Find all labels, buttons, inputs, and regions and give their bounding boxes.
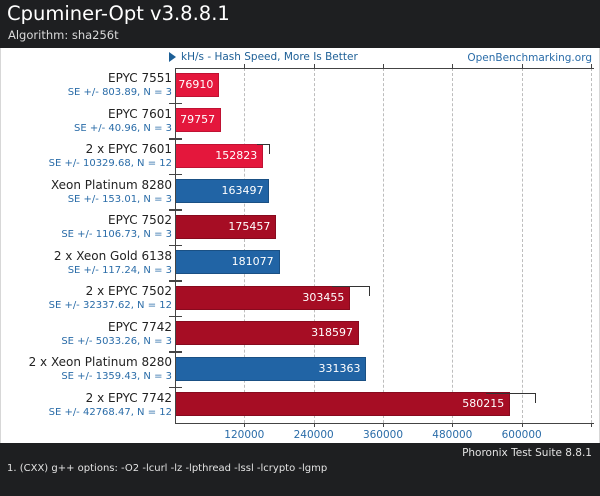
bar-value: 76910 bbox=[178, 77, 214, 91]
compiler-options-note: 1. (CXX) g++ options: -O2 -lcurl -lz -lp… bbox=[7, 463, 328, 474]
se-label: SE +/- 40.96, N = 3 bbox=[74, 122, 172, 134]
cpu-label: EPYC 7601 bbox=[108, 106, 172, 121]
axis-tick-top bbox=[452, 64, 454, 68]
gridline bbox=[244, 68, 246, 423]
axis-tick-bottom bbox=[590, 423, 592, 427]
x-axis-bottom bbox=[175, 423, 594, 424]
axis-tick-top bbox=[244, 64, 246, 68]
cpu-label: 2 x EPYC 7601 bbox=[85, 142, 172, 156]
axis-tick-top bbox=[590, 64, 592, 68]
bar-value: 303455 bbox=[302, 290, 345, 304]
result-bar: 318597 bbox=[175, 321, 360, 345]
gridline bbox=[452, 68, 454, 423]
benchmark-title: Cpuminer-Opt v3.8.8.1 bbox=[7, 2, 230, 25]
result-bar: 181077 bbox=[175, 250, 280, 274]
gridline bbox=[521, 68, 523, 423]
axis-tick-label: 600000 bbox=[501, 429, 542, 441]
se-label: SE +/- 10329.68, N = 12 bbox=[48, 158, 172, 169]
axis-tick-bottom bbox=[382, 423, 384, 427]
axis-tick-bottom bbox=[313, 423, 315, 427]
bar-value: 580215 bbox=[462, 397, 505, 410]
phoronix-suite-label: Phoronix Test Suite 8.8.1 bbox=[462, 447, 592, 459]
se-label: SE +/- 1106.73, N = 3 bbox=[61, 229, 172, 240]
axis-tick-top bbox=[521, 64, 523, 68]
result-bar: 152823 bbox=[175, 143, 264, 168]
cpu-label: EPYC 7551 bbox=[108, 71, 172, 85]
cpu-label: EPYC 7742 bbox=[108, 319, 172, 334]
gridline bbox=[382, 68, 384, 423]
axis-tick-top bbox=[313, 64, 315, 68]
cpu-label: 2 x EPYC 7502 bbox=[85, 284, 172, 298]
se-label: SE +/- 32337.62, N = 12 bbox=[48, 300, 172, 311]
graph-footer-bar: Phoronix Test Suite 8.8.1 1. (CXX) g++ o… bbox=[0, 443, 600, 496]
cpu-label: Xeon Platinum 8280 bbox=[50, 177, 172, 192]
bar-value: 331363 bbox=[318, 361, 361, 375]
graph-title-bar: Cpuminer-Opt v3.8.8.1 Algorithm: sha256t bbox=[0, 0, 600, 48]
bar-value: 175457 bbox=[228, 219, 271, 233]
x-axis-top bbox=[175, 68, 594, 69]
gridline bbox=[313, 68, 315, 423]
openbenchmarking-watermark: OpenBenchmarking.org bbox=[467, 52, 592, 64]
bar-value: 152823 bbox=[215, 148, 258, 162]
benchmark-subtitle: Algorithm: sha256t bbox=[8, 28, 119, 42]
axis-tick-label: 360000 bbox=[362, 429, 404, 441]
se-label: SE +/- 1359.43, N = 3 bbox=[61, 371, 172, 382]
bar-value: 79757 bbox=[180, 113, 216, 126]
play-triangle-icon bbox=[169, 52, 176, 62]
result-bar: 76910 bbox=[175, 72, 220, 97]
cpu-label: EPYC 7502 bbox=[108, 213, 172, 227]
error-bar-cap bbox=[369, 286, 370, 296]
error-bar-cap bbox=[534, 392, 536, 403]
chart-area: kH/s - Hash Speed, More Is Better OpenBe… bbox=[0, 48, 600, 443]
bar-value: 181077 bbox=[231, 255, 274, 268]
result-bar: 163497 bbox=[175, 179, 270, 203]
axis-tick-bottom bbox=[521, 423, 523, 427]
result-bar: 331363 bbox=[175, 356, 367, 381]
se-label: SE +/- 803.89, N = 3 bbox=[67, 87, 172, 98]
gridline bbox=[590, 68, 592, 423]
axis-tick-top bbox=[382, 64, 384, 68]
cpu-label: 2 x Xeon Gold 6138 bbox=[53, 248, 172, 263]
error-bar-cap bbox=[269, 144, 271, 154]
error-bar-line bbox=[257, 144, 270, 145]
chart-caption: kH/s - Hash Speed, More Is Better bbox=[169, 51, 358, 63]
se-label: SE +/- 5033.26, N = 3 bbox=[61, 335, 172, 347]
axis-tick-label: 120000 bbox=[224, 429, 265, 441]
result-bar: 580215 bbox=[175, 392, 511, 416]
result-bar: 79757 bbox=[175, 108, 222, 132]
axis-tick-bottom bbox=[452, 423, 454, 427]
result-bar: 303455 bbox=[175, 285, 351, 310]
cpu-label: 2 x Xeon Platinum 8280 bbox=[28, 355, 172, 369]
bar-value: 318597 bbox=[311, 326, 354, 339]
axis-tick-label: 480000 bbox=[432, 429, 473, 441]
axis-tick-bottom bbox=[244, 423, 246, 427]
unit-caption: kH/s - Hash Speed, More Is Better bbox=[181, 51, 358, 63]
y-axis bbox=[175, 68, 176, 423]
error-bar-line bbox=[485, 392, 535, 394]
se-label: SE +/- 153.01, N = 3 bbox=[67, 193, 172, 205]
cpu-label: 2 x EPYC 7742 bbox=[85, 390, 172, 405]
axis-tick-label: 240000 bbox=[293, 429, 334, 441]
result-bar: 175457 bbox=[175, 214, 277, 239]
se-label: SE +/- 42768.47, N = 12 bbox=[48, 406, 172, 418]
bar-value: 163497 bbox=[221, 184, 264, 197]
error-bar-line bbox=[331, 286, 369, 287]
se-label: SE +/- 117.24, N = 3 bbox=[67, 264, 172, 276]
